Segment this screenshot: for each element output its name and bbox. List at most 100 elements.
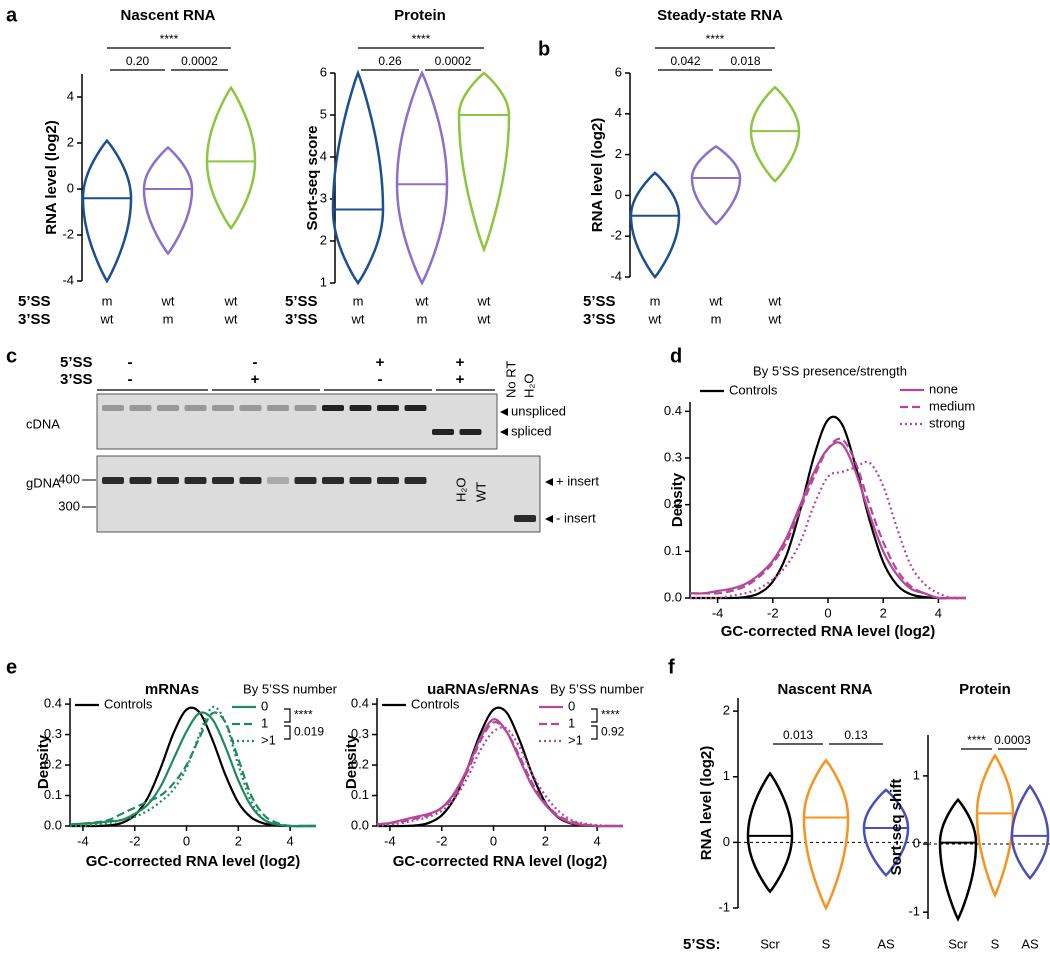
gel-sign: + — [376, 354, 385, 371]
y-tick-label: 3 — [320, 190, 327, 205]
significance-bracket — [591, 708, 598, 723]
y-tick-label: -4 — [62, 272, 74, 287]
y-tick-label: 0 — [67, 180, 74, 195]
band — [459, 429, 482, 435]
violin — [975, 753, 1015, 899]
significance-bracket — [591, 725, 598, 740]
significance-label: **** — [294, 708, 313, 722]
significance-label: **** — [160, 32, 179, 46]
significance-label: **** — [412, 32, 431, 46]
chart-title: mRNAs — [145, 681, 199, 698]
band-label: spliced — [511, 423, 551, 438]
band — [102, 405, 124, 411]
density-line — [69, 711, 316, 828]
cdna-blot — [96, 393, 498, 450]
band — [129, 477, 152, 484]
gel-sign: + — [251, 371, 260, 388]
x-tick-label: 2 — [235, 833, 242, 848]
density-line — [690, 415, 966, 600]
panel-label: f — [668, 656, 675, 678]
y-axis-label: Density — [669, 472, 686, 527]
significance-bracket — [284, 725, 291, 740]
chart-title: Protein — [959, 681, 1011, 698]
panel-label: b — [538, 38, 550, 60]
size-marker: 300 — [58, 498, 80, 513]
x-tick-label: wt — [477, 293, 491, 308]
density-line — [689, 441, 966, 600]
significance-label: 0.0002 — [181, 54, 218, 68]
chart-title: Nascent RNA — [777, 681, 872, 698]
y-tick-label: 0.3 — [664, 449, 682, 464]
band — [322, 405, 344, 411]
y-tick-label: 0.0 — [664, 589, 682, 604]
y-tick-label: 0 — [615, 187, 622, 202]
row-label: 3’SS — [285, 311, 318, 328]
x-tick-label: wt — [477, 311, 491, 326]
violin — [205, 85, 257, 231]
violin — [749, 85, 801, 183]
x-tick-label: wt — [768, 311, 782, 326]
density-line — [690, 460, 967, 600]
y-tick-label: 0.3 — [351, 726, 369, 741]
row-label: 3’SS — [18, 311, 51, 328]
y-axis-label: Density — [35, 734, 52, 789]
significance-label: 0.042 — [670, 54, 700, 68]
band — [239, 405, 262, 411]
violin — [802, 758, 850, 911]
y-tick-label: 4 — [320, 148, 327, 163]
legend-title: By 5’SS number — [243, 681, 338, 696]
violin — [1010, 784, 1050, 881]
band — [184, 477, 207, 484]
band-label: unspliced — [511, 403, 566, 418]
panel-label: c — [6, 345, 17, 367]
x-tick-label: 4 — [593, 833, 600, 848]
y-tick-label: 5 — [320, 106, 327, 121]
y-tick-label: -1 — [908, 904, 920, 919]
violin — [81, 138, 133, 284]
violin — [395, 69, 449, 286]
x-tick-label: m — [102, 293, 113, 308]
x-tick-label: 2 — [542, 833, 549, 848]
y-tick-label: 0.0 — [351, 817, 369, 832]
violin — [142, 145, 194, 256]
y-tick-label: -2 — [610, 228, 622, 243]
significance-label: 0.0002 — [435, 54, 472, 68]
density-line — [69, 705, 316, 828]
x-tick-label: wt — [648, 311, 662, 326]
y-axis-label: Density — [343, 734, 360, 789]
significance-label: 0.0003 — [994, 733, 1031, 747]
x-tick-label: AS — [877, 936, 895, 951]
x-tick-label: S — [991, 936, 1000, 951]
band — [514, 515, 536, 522]
x-tick-label: 2 — [880, 605, 887, 620]
significance-label: 0.92 — [601, 725, 625, 739]
significance-bracket — [284, 708, 291, 723]
x-tick-label: wt — [100, 311, 114, 326]
lane-label: H₂O — [521, 373, 536, 398]
panel-label: a — [6, 4, 18, 26]
density-line — [376, 726, 624, 828]
chart-title: uaRNAs/eRNAs — [427, 681, 539, 698]
y-axis-label: RNA level (log2) — [589, 118, 606, 232]
legend-title: By 5’SS number — [550, 681, 645, 696]
x-tick-label: 0 — [183, 833, 190, 848]
band — [212, 405, 234, 411]
significance-label: 0.013 — [783, 728, 813, 742]
significance-label: 0.018 — [730, 54, 760, 68]
gel-sign: + — [456, 354, 465, 371]
legend-label: Controls — [411, 696, 460, 711]
x-tick-label: -2 — [129, 833, 141, 848]
x-tick-label: 4 — [286, 833, 293, 848]
chart-title: Nascent RNA — [120, 7, 215, 24]
x-tick-label: wt — [415, 293, 429, 308]
band — [349, 477, 372, 484]
y-tick-label: 4 — [615, 105, 622, 120]
gel-sign: + — [456, 371, 465, 388]
x-tick-label: m — [163, 311, 174, 326]
x-tick-label: -2 — [436, 833, 448, 848]
x-tick-label: wt — [224, 311, 238, 326]
density-line — [690, 437, 966, 600]
size-marker: 400 — [58, 471, 80, 486]
y-tick-label: -4 — [610, 268, 622, 283]
